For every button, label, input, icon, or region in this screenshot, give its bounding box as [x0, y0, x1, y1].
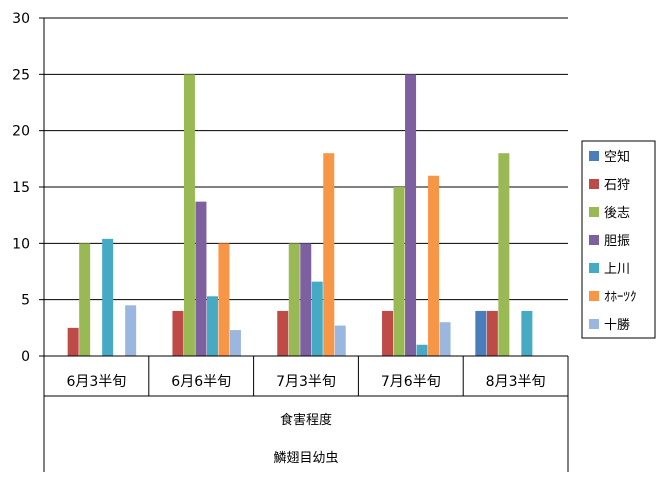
y-tick-label: 20 — [12, 124, 30, 140]
bar-4-1 — [486, 310, 498, 356]
bar-0-2 — [79, 243, 91, 356]
bar-3-6 — [439, 322, 451, 356]
gridlines — [39, 17, 568, 357]
y-tick-label: 5 — [21, 293, 30, 309]
bar-3-1 — [382, 310, 394, 356]
bar-4-2 — [498, 153, 510, 356]
bar-1-3 — [195, 201, 207, 356]
legend-label: ｵﾎｰﾂｸ — [604, 290, 637, 305]
y-tick-label: 0 — [21, 349, 30, 365]
legend-label: 石狩 — [604, 178, 630, 193]
bars — [67, 74, 533, 356]
bar-1-6 — [229, 330, 241, 356]
y-tick-labels: 0 5 10 15 20 25 30 — [12, 11, 30, 365]
legend-label: 胆振 — [604, 234, 630, 249]
legend-label: 十勝 — [604, 318, 630, 333]
bar-2-5 — [323, 153, 335, 356]
axes — [43, 18, 569, 472]
legend-swatch — [589, 291, 599, 301]
bar-0-1 — [67, 327, 79, 356]
bar-2-3 — [300, 243, 312, 356]
bar-3-3 — [405, 74, 417, 356]
legend-label: 上川 — [604, 262, 630, 277]
legend-swatch — [589, 151, 599, 161]
legend-label: 空知 — [604, 149, 630, 165]
bar-2-1 — [277, 310, 289, 356]
bar-1-5 — [218, 243, 230, 356]
bar-2-6 — [334, 325, 346, 356]
x-tick-label: 6月6半旬 — [171, 374, 231, 390]
y-tick-label: 30 — [12, 11, 30, 27]
bar-0-4 — [102, 238, 114, 356]
y-tick-label: 25 — [12, 67, 30, 83]
legend-swatch — [589, 319, 599, 329]
legend-swatch — [589, 263, 599, 273]
bar-3-5 — [428, 175, 440, 356]
x-tick-label: 7月6半旬 — [381, 374, 441, 390]
legend-swatch — [589, 179, 599, 189]
category-supergroup-label: 鱗翅目幼虫 — [273, 450, 338, 466]
bar-0-6 — [125, 305, 137, 356]
x-tick-label: 8月3半旬 — [486, 374, 546, 390]
bar-1-4 — [206, 296, 218, 356]
legend-label: 後志 — [604, 206, 630, 221]
bar-4-0 — [475, 310, 487, 356]
bar-3-2 — [393, 187, 405, 356]
legend-swatch — [589, 207, 599, 217]
bar-1-1 — [172, 310, 184, 356]
x-tick-label: 6月3半旬 — [66, 374, 126, 390]
bar-2-2 — [288, 243, 300, 356]
bar-3-4 — [416, 344, 428, 356]
y-tick-label: 15 — [12, 180, 30, 196]
bar-1-2 — [183, 74, 195, 356]
y-tick-label: 10 — [12, 236, 30, 252]
x-tick-label: 7月3半旬 — [276, 374, 336, 390]
x-tick-labels: 6月3半旬 6月6半旬 7月3半旬 7月6半旬 8月3半旬 — [66, 356, 546, 396]
bar-2-4 — [311, 281, 323, 356]
category-group-label: 食害程度 — [280, 412, 332, 428]
bar-4-4 — [521, 310, 533, 356]
legend-swatch — [589, 235, 599, 245]
